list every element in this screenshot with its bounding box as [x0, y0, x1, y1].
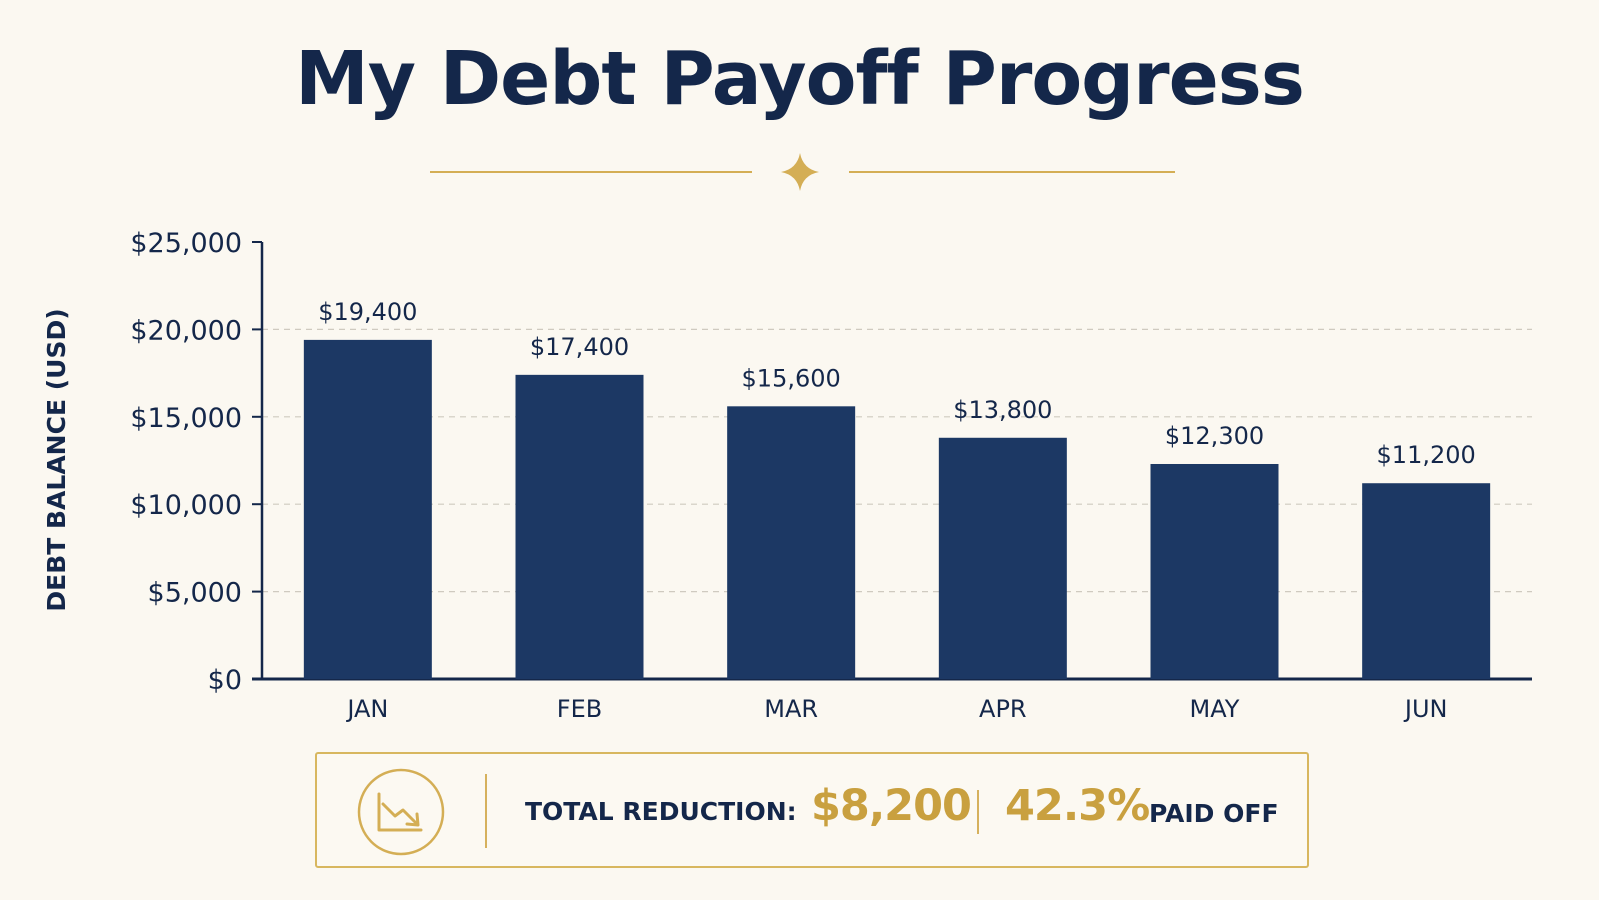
y-axis-tick-labels: $0 $5,000 $10,000 $15,000 $20,000 $25,000	[130, 228, 242, 696]
x-tick-label: JUN	[1403, 695, 1448, 723]
x-tick-label: MAY	[1190, 695, 1240, 723]
y-tick-label: $15,000	[130, 403, 242, 434]
page-title: My Debt Payoff Progress	[295, 36, 1305, 122]
y-tick-label: $25,000	[130, 228, 242, 259]
summary-divider	[485, 774, 487, 848]
y-tick-label: $20,000	[130, 315, 242, 346]
y-tick-label: $5,000	[148, 578, 242, 609]
title-divider	[430, 153, 1175, 191]
axes	[252, 241, 1532, 681]
gridlines	[262, 328, 1532, 593]
paid-off-label: PAID OFF	[1149, 799, 1279, 828]
y-tick-label: $10,000	[130, 490, 242, 521]
star-icon	[781, 153, 819, 191]
bar-value-label: $11,200	[1377, 441, 1476, 469]
bar-jan	[303, 339, 432, 679]
bar-value-label: $19,400	[318, 298, 417, 326]
x-tick-label: JAN	[345, 695, 388, 723]
x-axis-tick-labels: JAN FEB MAR APR MAY JUN	[345, 695, 1447, 723]
bar-apr	[938, 437, 1067, 679]
bar-jun	[1362, 483, 1491, 679]
bar-value-label: $12,300	[1165, 422, 1264, 450]
trend-down-chart-icon	[357, 768, 445, 856]
paid-off-percent: 42.3%	[1005, 781, 1150, 831]
bar-value-labels: $19,400 $17,400 $15,600 $13,800 $12,300 $11,2…	[318, 298, 1476, 469]
y-axis-title: DEBT BALANCE (USD)	[42, 308, 71, 611]
x-tick-label: APR	[979, 695, 1027, 723]
bar-feb	[515, 374, 644, 679]
bars	[303, 339, 1491, 679]
bar-may	[1150, 463, 1279, 679]
total-reduction-label: TOTAL REDUCTION:	[525, 797, 797, 826]
y-tick-label: $0	[208, 665, 242, 696]
bar-value-label: $17,400	[530, 333, 629, 361]
bar-value-label: $15,600	[742, 364, 841, 392]
x-tick-label: FEB	[557, 695, 602, 723]
total-reduction-amount: $8,200	[811, 781, 972, 831]
summary-divider	[977, 790, 979, 834]
bar-value-label: $13,800	[953, 396, 1052, 424]
x-tick-label: MAR	[764, 695, 818, 723]
bar-chart: $0 $5,000 $10,000 $15,000 $20,000 $25,000 $19…	[42, 228, 1532, 723]
bar-mar	[727, 406, 856, 679]
summary-panel: TOTAL REDUCTION: $8,200 42.3% PAID OFF	[315, 752, 1309, 868]
